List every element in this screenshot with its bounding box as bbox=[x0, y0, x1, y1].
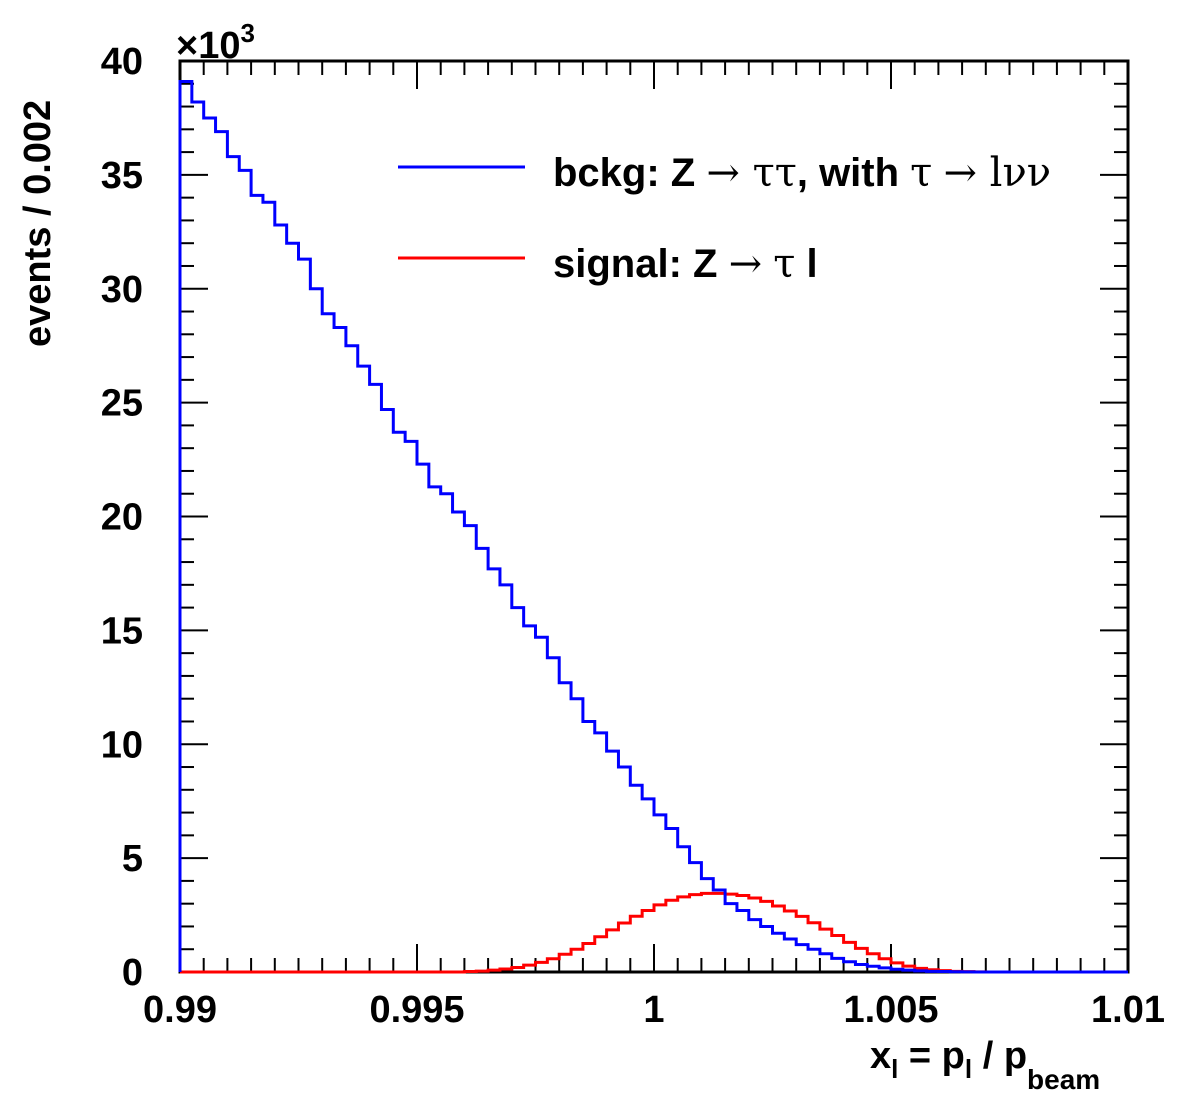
y-tick-labels: 0 5 10 15 20 25 30 35 40 bbox=[101, 41, 143, 994]
y-multiplier: ×103 bbox=[176, 18, 255, 67]
x-tick-label: 1 bbox=[643, 989, 664, 1031]
y-axis-title: events / 0.002 bbox=[17, 100, 59, 347]
series-layer bbox=[178, 79, 1128, 974]
legend: bckg: Z → ττ, with τ → lνν signal: Z → τ… bbox=[398, 150, 1051, 287]
x-tick-label: 1.005 bbox=[843, 989, 938, 1031]
y-tick-label: 20 bbox=[101, 497, 143, 539]
tick-marks bbox=[179, 60, 1129, 973]
y-multiplier-exponent: 3 bbox=[240, 18, 254, 48]
plot-frame bbox=[178, 59, 1130, 974]
y-tick-label: 0 bbox=[122, 952, 143, 994]
legend-label-bckg: bckg: Z → ττ, with τ → lνν bbox=[553, 150, 1051, 196]
x-tick-labels: 0.99 0.995 1 1.005 1.01 bbox=[143, 989, 1165, 1031]
series-line-bckg bbox=[178, 79, 1128, 974]
series-bckg bbox=[178, 79, 1128, 974]
x-axis-title: xl = pl / pbeam bbox=[870, 1035, 1100, 1095]
x-tick-label: 0.99 bbox=[143, 989, 217, 1031]
y-tick-label: 30 bbox=[101, 269, 143, 311]
y-tick-label: 25 bbox=[101, 383, 143, 425]
y-tick-label: 5 bbox=[122, 838, 143, 880]
y-tick-label: 15 bbox=[101, 610, 143, 652]
y-tick-label: 10 bbox=[101, 724, 143, 766]
legend-label-signal: signal: Z → τ l bbox=[553, 241, 818, 287]
x-tick-label: 0.995 bbox=[369, 989, 464, 1031]
y-tick-label: 35 bbox=[101, 155, 143, 197]
y-tick-label: 40 bbox=[101, 41, 143, 83]
x-tick-label: 1.01 bbox=[1091, 989, 1165, 1031]
